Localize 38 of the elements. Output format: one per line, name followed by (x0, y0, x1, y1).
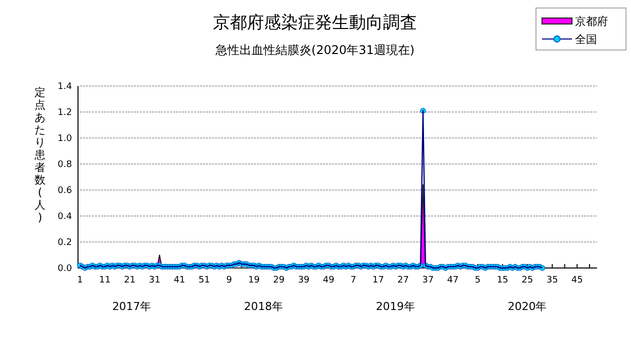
y-tick-label: 1.0 (58, 134, 72, 144)
y-tick-label: 0.2 (58, 238, 72, 248)
text: 2020年 (508, 300, 547, 313)
x-tick-label: 19 (248, 275, 260, 286)
x-tick-label: 27 (397, 275, 409, 286)
x-tick-label: 45 (571, 275, 583, 286)
x-tick-label: 17 (372, 275, 384, 286)
x-tick-label: 51 (198, 275, 210, 286)
y-tick-label: 1.4 (58, 82, 72, 92)
x-tick-label: 37 (422, 275, 434, 286)
text: 2017年 (112, 300, 152, 313)
x-tick-label: 5 (474, 275, 481, 286)
chart-subtitle: 急性出血性結膜炎(2020年31週現在) (214, 43, 415, 57)
text: 2019年 (376, 300, 415, 313)
y-tick-label: 1.2 (58, 108, 72, 118)
x-tick-label: 21 (124, 275, 136, 286)
x-tick-label: 11 (99, 275, 111, 286)
y-tick-label: 0.0 (58, 264, 72, 274)
text: 定点あたり患者数(人) (34, 86, 46, 224)
x-tick-label: 29 (273, 275, 285, 286)
x-tick-label: 25 (522, 275, 534, 286)
x-tick-label: 49 (322, 275, 335, 286)
legend-label: 京都府 (575, 15, 608, 28)
x-tick-label: 35 (546, 275, 558, 286)
x-tick-label: 47 (447, 275, 459, 286)
x-tick-label: 9 (226, 275, 232, 286)
x-tick-label: 1 (77, 275, 83, 286)
text: 2018年 (244, 300, 284, 313)
y-tick-label: 0.8 (58, 160, 72, 170)
chart-title: 京都府感染症発生動向調査 (213, 13, 417, 33)
x-tick-label: 41 (174, 275, 186, 286)
x-tick-label: 7 (350, 275, 356, 286)
y-tick-label: 0.4 (58, 212, 72, 222)
legend-label: 全国 (575, 33, 597, 46)
x-tick-label: 39 (298, 275, 310, 286)
y-tick-label: 0.6 (58, 186, 72, 196)
x-tick-label: 15 (496, 275, 508, 286)
x-tick-label: 31 (148, 275, 160, 286)
